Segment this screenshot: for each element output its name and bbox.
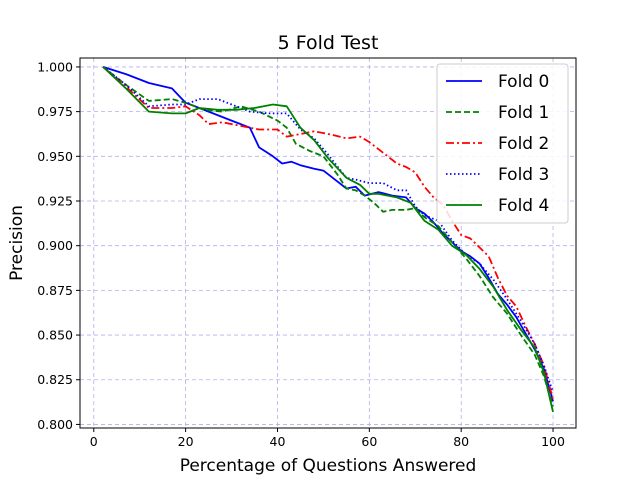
legend-label: Fold 1: [498, 103, 549, 123]
legend: Fold 0 Fold 1 Fold 2 Fold 3 Fold 4: [436, 63, 569, 224]
chart-title: 5 Fold Test: [278, 32, 379, 54]
y-tick-label: 0.850: [37, 328, 73, 343]
x-tick-label: 100: [541, 434, 565, 449]
series-line-fold-4: [102, 66, 554, 413]
y-axis-label: Precision: [7, 205, 27, 281]
legend-label: Fold 3: [498, 165, 549, 185]
series-layer: [102, 66, 554, 413]
legend-label: Fold 2: [498, 134, 549, 154]
x-tick-label: 60: [361, 434, 377, 449]
y-tick-label: 0.800: [37, 417, 73, 432]
legend-box: [436, 63, 569, 224]
x-tick-label: 40: [270, 434, 286, 449]
y-tick-label: 0.875: [37, 283, 73, 298]
x-axis-label: Percentage of Questions Answered: [180, 456, 477, 476]
series-line-fold-2: [102, 66, 554, 400]
x-tick-label: 20: [178, 434, 194, 449]
series-line-fold-3: [102, 66, 554, 393]
y-tick-label: 1.000: [37, 59, 73, 74]
y-tick-label: 0.975: [37, 104, 73, 119]
x-tick-label: 0: [90, 434, 98, 449]
y-tick-label: 0.925: [37, 193, 73, 208]
x-tick-label: 80: [453, 434, 469, 449]
legend-label: Fold 0: [498, 72, 549, 92]
y-tick-label: 0.825: [37, 372, 73, 387]
plot-frame: [79, 57, 577, 429]
y-tick-label: 0.950: [37, 149, 73, 164]
ticks: 0 20 40 60 80 100 0.800 0.825 0.850 0.875 0.900 0.9…: [37, 59, 565, 449]
legend-label: Fold 4: [498, 196, 549, 216]
y-tick-label: 0.900: [37, 238, 73, 253]
